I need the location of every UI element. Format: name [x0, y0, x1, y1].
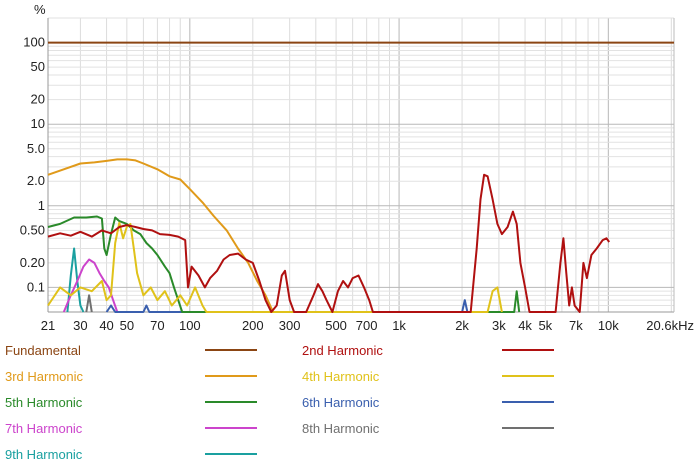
- x-tick-label: 700: [356, 318, 378, 333]
- legend-swatch: [205, 427, 257, 429]
- grid-lines: [47, 17, 675, 313]
- x-tick-label: 40: [99, 318, 113, 333]
- legend-label: 8th Harmonic: [302, 420, 380, 436]
- legend-label: 5th Harmonic: [5, 394, 83, 410]
- series-line-2nd-harmonic: [47, 173, 611, 313]
- legend-label: 9th Harmonic: [5, 446, 83, 462]
- y-tick-label: 0.50: [20, 222, 45, 237]
- legend-label: 4th Harmonic: [302, 368, 380, 384]
- y-tick-label: 10: [31, 116, 45, 131]
- y-tick-label: 20: [31, 92, 45, 107]
- x-tick-label: 5k: [538, 318, 552, 333]
- y-tick-label: 5.0: [27, 141, 45, 156]
- x-tick-label: 300: [279, 318, 301, 333]
- x-tick-label: 500: [325, 318, 347, 333]
- x-axis-ticks: 21 30 40 50 70 100 200 300 500 700 1k 2k 3k 4k 5k 7k 10k…: [41, 318, 694, 333]
- series-line-4th-harmonic: [47, 221, 503, 313]
- x-tick-label: 200: [242, 318, 264, 333]
- legend-swatch: [502, 401, 554, 403]
- legend-label: 3rd Harmonic: [5, 368, 84, 384]
- y-tick-label: 2.0: [27, 173, 45, 188]
- y-tick-label: 50: [31, 59, 45, 74]
- legend-item: 2nd Harmonic: [302, 340, 554, 360]
- distortion-chart: % 21 30 40 50 70 100 200 300 500 700 1k 2k 3k 4k 5k 7k 1…: [20, 2, 694, 333]
- x-tick-label: 3k: [492, 318, 506, 333]
- series-line-8th-harmonic: [85, 294, 93, 313]
- series-line-6th-harmonic: [105, 299, 469, 313]
- legend-label: 6th Harmonic: [302, 394, 380, 410]
- series-line-9th-harmonic: [66, 247, 85, 313]
- legend-swatch: [205, 453, 257, 455]
- series-layer: [47, 41, 674, 313]
- legend-item: 6th Harmonic: [302, 392, 554, 412]
- legend-item: 4th Harmonic: [302, 366, 554, 386]
- legend-label: Fundamental: [5, 342, 81, 358]
- x-tick-label: 1k: [392, 318, 406, 333]
- x-tick-label: 4k: [518, 318, 532, 333]
- x-tick-label: 50: [120, 318, 134, 333]
- x-tick-label: 7k: [569, 318, 583, 333]
- x-tick-label: 10k: [598, 318, 619, 333]
- x-tick-label: 70: [150, 318, 164, 333]
- legend-item: 8th Harmonic: [302, 418, 554, 438]
- legend-item: Fundamental: [5, 340, 257, 360]
- x-tick-label: 20.6kHz: [646, 318, 694, 333]
- legend-label: 2nd Harmonic: [302, 342, 383, 358]
- x-tick-label: 21: [41, 318, 55, 333]
- x-tick-label: 2k: [455, 318, 469, 333]
- y-tick-label: 1: [38, 198, 45, 213]
- legend-label: 7th Harmonic: [5, 420, 83, 436]
- y-axis-ticks: 100 50 20 10 5.0 2.0 1 0.50 0.20 0.1: [20, 35, 45, 295]
- legend-swatch: [205, 349, 257, 351]
- y-tick-label: 100: [23, 35, 45, 50]
- legend-swatch: [502, 349, 554, 351]
- legend-swatch: [502, 427, 554, 429]
- legend-swatch: [205, 375, 257, 377]
- y-tick-label: 0.20: [20, 255, 45, 270]
- y-axis-unit-label: %: [34, 2, 46, 17]
- legend-swatch: [502, 375, 554, 377]
- x-tick-label: 30: [73, 318, 87, 333]
- legend: Fundamental 2nd Harmonic 3rd Harmonic 4th H…: [0, 340, 700, 473]
- legend-item: 7th Harmonic: [5, 418, 257, 438]
- legend-item: 5th Harmonic: [5, 392, 257, 412]
- y-tick-label: 0.1: [27, 279, 45, 294]
- legend-item: 3rd Harmonic: [5, 366, 257, 386]
- series-line-7th-harmonic: [62, 258, 119, 313]
- legend-item: 9th Harmonic: [5, 444, 257, 464]
- legend-swatch: [205, 401, 257, 403]
- series-line-3rd-harmonic: [47, 158, 275, 313]
- series-line-5th-harmonic: [47, 215, 521, 313]
- x-tick-label: 100: [179, 318, 201, 333]
